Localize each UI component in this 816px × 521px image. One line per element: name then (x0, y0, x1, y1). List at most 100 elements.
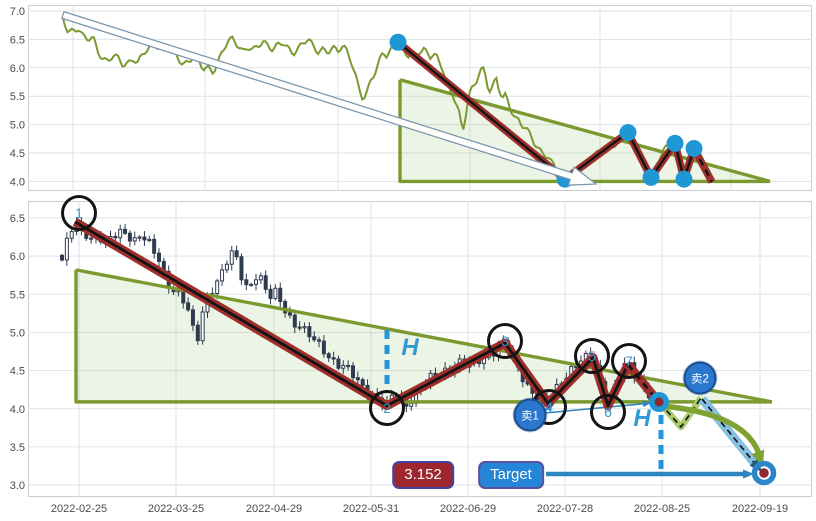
pivot-dot (389, 33, 407, 51)
measured-height-label-1: H (401, 334, 419, 361)
pattern-circle (590, 394, 626, 430)
x-axis-date-label: 2022-04-29 (246, 503, 302, 515)
candle-body (268, 288, 273, 299)
y-axis-tick-label: 4.5 (10, 148, 25, 160)
x-axis-date-label: 2022-02-25 (51, 503, 107, 515)
candle-body (360, 379, 365, 386)
sell-signal-line (544, 402, 652, 414)
candle-body (89, 237, 94, 240)
pivot-dot (675, 170, 693, 188)
candle-body (137, 236, 142, 239)
pivot-dot (685, 139, 703, 157)
candle-body (147, 238, 152, 242)
y-axis-tick-label: 6.5 (10, 34, 25, 46)
y-axis-tick-label: 5.5 (10, 91, 25, 103)
breakdown-point-core (654, 397, 664, 407)
candle-body (132, 237, 137, 242)
candle-body (249, 283, 254, 287)
candle-body (200, 311, 205, 342)
candle-body (321, 340, 326, 355)
candle-body (118, 228, 123, 239)
sell-signal-2-badge[interactable]: 卖2 (683, 361, 717, 395)
y-axis-tick-label: 5.5 (10, 289, 25, 301)
candle-body (331, 357, 336, 360)
pattern-circle (574, 338, 610, 374)
y-axis-tick-label: 6.5 (10, 213, 25, 225)
candle-body (190, 309, 195, 326)
blue-projection-dashes (701, 398, 758, 467)
candle-body (127, 232, 132, 242)
y-axis-tick-label: 4.5 (10, 366, 25, 378)
candle-body (302, 326, 307, 329)
candle-body (224, 263, 229, 271)
candle-body (273, 287, 278, 299)
candle-body (239, 256, 244, 281)
target-price-value-box[interactable]: 3.152 (392, 461, 454, 489)
candle-body (263, 275, 268, 290)
candle-body (229, 250, 234, 265)
target-marker-ring (751, 460, 777, 486)
overview-panel (61, 10, 771, 188)
pattern-circle-number: 5 (588, 348, 596, 364)
candle-body (215, 280, 220, 295)
candle-body (307, 326, 312, 338)
y-axis-tick-label: 6.0 (10, 251, 25, 263)
pivot-dot (642, 168, 660, 186)
y-axis-tick-label: 3.5 (10, 442, 25, 454)
candle-body (258, 275, 263, 281)
candle-body (326, 353, 331, 359)
candlestick-panel: 1 2 3 4 5 6 7 (60, 195, 777, 486)
pattern-circle (487, 323, 523, 359)
sell-signal-arrowhead (642, 400, 651, 408)
x-axis-date-label: 2022-08-25 (634, 503, 690, 515)
candle-body (409, 402, 414, 407)
candle-body (287, 312, 292, 316)
candle-body (355, 377, 360, 381)
candle-body (220, 269, 225, 282)
candle-body (142, 236, 147, 241)
candle-body (157, 252, 161, 262)
candle-body (283, 301, 288, 314)
y-axis-tick-label: 7.0 (10, 6, 25, 18)
x-axis-date-label: 2022-03-25 (148, 503, 204, 515)
pattern-circle-number: 4 (545, 399, 553, 415)
target-marker-core (759, 468, 769, 478)
x-axis-date-label: 2022-06-29 (440, 503, 496, 515)
candle-body (351, 365, 355, 379)
y-axis-tick-label: 4.0 (10, 404, 25, 416)
candle-body (64, 237, 69, 261)
candle-body (317, 339, 322, 342)
y-axis-tick-label: 5.0 (10, 120, 25, 132)
target-line-arrowhead (743, 469, 754, 479)
trend-channel-white-arrow (61, 10, 598, 186)
pivot-dot (666, 134, 684, 152)
x-axis-date-label: 2022-05-31 (343, 503, 399, 515)
candle-body (244, 279, 249, 286)
pivot-dot (619, 124, 637, 142)
measured-height-label-2: H (633, 405, 651, 432)
pattern-circle-number: 7 (625, 353, 633, 369)
pattern-circle (369, 390, 405, 426)
candle-body (60, 254, 64, 261)
candle-body (341, 364, 346, 369)
candle-body (186, 302, 191, 311)
pattern-zigzag-core (74, 220, 630, 410)
candle-body (312, 336, 317, 341)
pattern-circle-number: 6 (604, 404, 612, 420)
x-axis-date-label: 2022-09-19 (732, 503, 788, 515)
candle-body (195, 324, 200, 342)
candle-body (346, 364, 351, 368)
candle-body (297, 326, 302, 329)
pattern-circle-number: 1 (75, 205, 83, 221)
pattern-circle (611, 343, 647, 379)
candle-body (69, 231, 74, 239)
sell-signal-1-badge[interactable]: 卖1 (513, 398, 547, 432)
candle-body (278, 287, 283, 303)
y-axis-tick-label: 4.0 (10, 176, 25, 188)
pattern-circle (61, 195, 97, 231)
target-label-box[interactable]: Target (478, 461, 544, 489)
candle-body (234, 250, 239, 258)
x-axis-date-label: 2022-07-28 (537, 503, 593, 515)
pattern-circle-number: 2 (383, 400, 391, 416)
